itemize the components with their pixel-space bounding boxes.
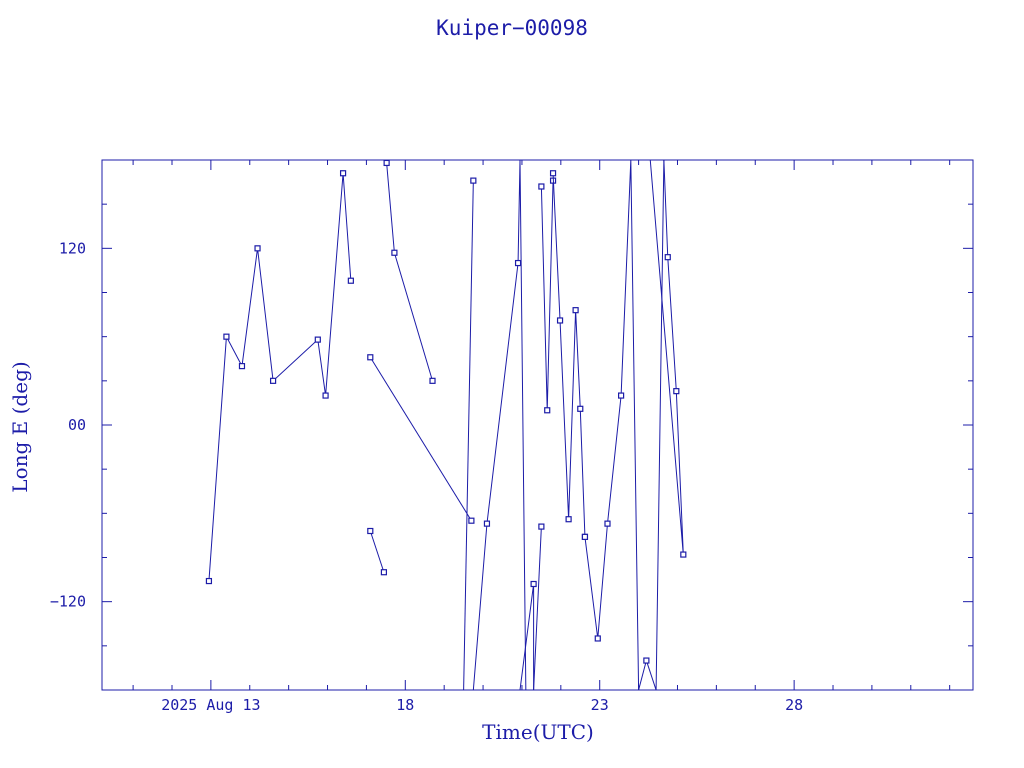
series-line bbox=[519, 583, 535, 690]
data-point bbox=[383, 160, 390, 167]
data-point bbox=[572, 307, 579, 314]
y-tick-label: 00 bbox=[68, 416, 86, 434]
series-line bbox=[463, 180, 474, 690]
series-10 bbox=[549, 170, 589, 540]
x-tick-label: 28 bbox=[785, 696, 803, 714]
series-line bbox=[552, 173, 586, 537]
data-point bbox=[269, 377, 277, 384]
x-tick-label: 23 bbox=[591, 696, 609, 714]
y-axis-label: Long E (deg) bbox=[8, 361, 32, 493]
data-point bbox=[673, 388, 680, 395]
data-point bbox=[223, 333, 230, 340]
series-3 bbox=[383, 160, 436, 384]
series-line bbox=[533, 526, 542, 690]
series-8 bbox=[533, 523, 545, 690]
data-point bbox=[618, 392, 625, 399]
data-point bbox=[565, 516, 572, 523]
data-point bbox=[322, 392, 329, 399]
data-point bbox=[538, 183, 545, 190]
series-line bbox=[472, 160, 527, 690]
data-point bbox=[238, 363, 246, 370]
series-line bbox=[369, 530, 385, 573]
x-tick-label: 18 bbox=[396, 696, 414, 714]
data-point bbox=[339, 170, 347, 177]
chart-title: Kuiper−00098 bbox=[436, 16, 588, 40]
data-point bbox=[594, 635, 601, 642]
data-point bbox=[347, 277, 354, 284]
series-9 bbox=[538, 177, 557, 414]
data-point bbox=[468, 517, 475, 524]
series-12 bbox=[649, 160, 748, 558]
data-point bbox=[680, 551, 687, 558]
data-point bbox=[483, 520, 491, 527]
series-4 bbox=[367, 354, 475, 524]
series-1 bbox=[205, 170, 354, 585]
data-point bbox=[254, 245, 261, 252]
x-tick-label: 2025 Aug 13 bbox=[161, 696, 260, 714]
axes: 2025 Aug 13 18 23 28 120 00 −120 bbox=[50, 159, 974, 714]
data-point bbox=[664, 254, 671, 261]
x-axis-label: Time(UTC) bbox=[482, 720, 594, 744]
data-point bbox=[470, 177, 477, 184]
series-line bbox=[369, 357, 472, 521]
data-point bbox=[314, 336, 321, 343]
data-point bbox=[205, 577, 213, 585]
data-point bbox=[530, 580, 537, 588]
series-line bbox=[584, 160, 665, 690]
data-point bbox=[429, 377, 436, 384]
data-point bbox=[556, 317, 564, 324]
data-point bbox=[380, 569, 388, 576]
y-tick-label: 120 bbox=[59, 239, 86, 257]
series-7 bbox=[519, 580, 537, 690]
data-point bbox=[514, 259, 522, 267]
data-point bbox=[604, 520, 611, 527]
data-point bbox=[581, 533, 589, 540]
data-point bbox=[538, 523, 545, 530]
data-point bbox=[549, 170, 557, 177]
series-line bbox=[540, 180, 554, 411]
series-2 bbox=[367, 527, 388, 576]
series-5 bbox=[463, 177, 477, 690]
series-line bbox=[649, 160, 748, 555]
series-line bbox=[386, 162, 433, 381]
y-tick-label: −120 bbox=[50, 593, 86, 611]
data-point bbox=[367, 354, 374, 361]
series-line bbox=[208, 173, 352, 582]
data-point bbox=[643, 657, 650, 664]
data-point bbox=[367, 527, 374, 535]
series-layer bbox=[205, 160, 748, 690]
series-6 bbox=[472, 160, 527, 690]
series-11 bbox=[581, 160, 665, 690]
data-point bbox=[391, 249, 398, 256]
data-point bbox=[544, 407, 551, 414]
data-point bbox=[577, 405, 584, 412]
